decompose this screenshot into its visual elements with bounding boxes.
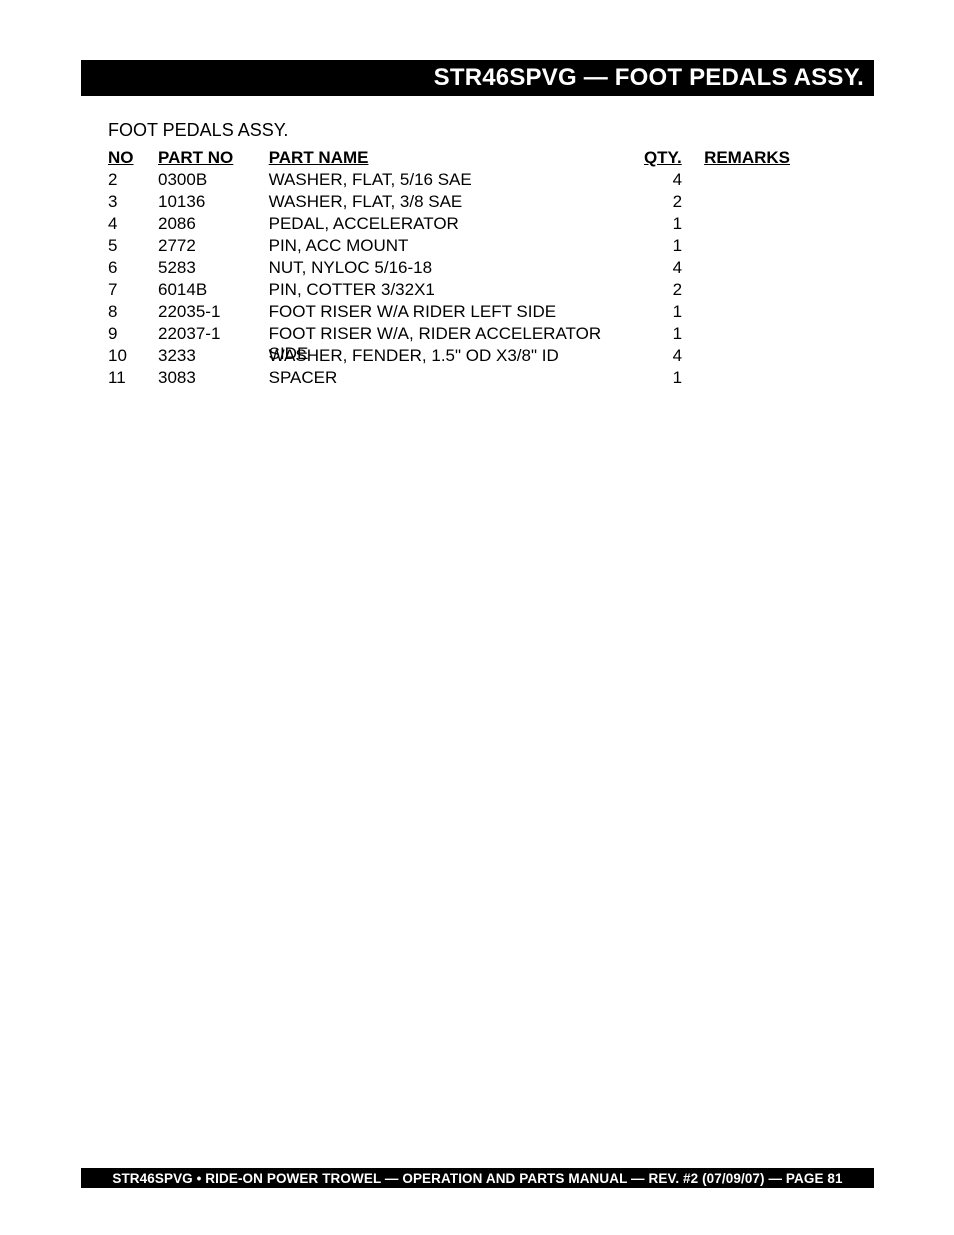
cell-qty: 2: [644, 280, 692, 300]
cell-part-no: 5283: [158, 258, 269, 278]
cell-part-name: PIN, COTTER 3/32X1: [269, 280, 644, 300]
table-row: 7 6014B PIN, COTTER 3/32X1 2: [108, 280, 808, 302]
cell-part-name: WASHER, FLAT, 5/16 SAE: [269, 170, 644, 190]
cell-no: 8: [108, 302, 158, 322]
cell-qty: 4: [644, 258, 692, 278]
footer-text: STR46SPVG • RIDE-ON POWER TROWEL — OPERA…: [112, 1171, 842, 1186]
cell-no: 4: [108, 214, 158, 234]
cell-qty: 1: [644, 368, 692, 388]
cell-part-no: 10136: [158, 192, 269, 212]
table-row: 9 22037-1 FOOT RISER W/A, RIDER ACCELERA…: [108, 324, 808, 346]
table-row: 3 10136 WASHER, FLAT, 3/8 SAE 2: [108, 192, 808, 214]
cell-qty: 1: [644, 302, 692, 322]
cell-qty: 1: [644, 324, 692, 344]
table-row: 2 0300B WASHER, FLAT, 5/16 SAE 4: [108, 170, 808, 192]
title-bar: STR46SPVG — FOOT PEDALS ASSY.: [81, 60, 874, 96]
cell-no: 6: [108, 258, 158, 278]
cell-no: 11: [108, 368, 158, 388]
cell-qty: 4: [644, 346, 692, 366]
cell-part-name: WASHER, FLAT, 3/8 SAE: [269, 192, 644, 212]
table-row: 8 22035-1 FOOT RISER W/A RIDER LEFT SIDE…: [108, 302, 808, 324]
col-header-no: NO: [108, 148, 158, 168]
cell-qty: 1: [644, 236, 692, 256]
cell-part-name: FOOT RISER W/A RIDER LEFT SIDE: [269, 302, 644, 322]
cell-part-no: 2772: [158, 236, 269, 256]
col-header-qty: QTY.: [644, 148, 692, 168]
cell-part-no: 0300B: [158, 170, 269, 190]
cell-qty: 4: [644, 170, 692, 190]
cell-no: 10: [108, 346, 158, 366]
cell-part-no: 3233: [158, 346, 269, 366]
table-row: 10 3233 WASHER, FENDER, 1.5" OD X3/8" ID…: [108, 346, 808, 368]
cell-no: 5: [108, 236, 158, 256]
cell-part-name: NUT, NYLOC 5/16-18: [269, 258, 644, 278]
cell-part-name: WASHER, FENDER, 1.5" OD X3/8" ID: [269, 346, 644, 366]
col-header-part-name: PART NAME: [269, 148, 644, 168]
col-header-remarks: REMARKS: [692, 148, 808, 168]
table-row: 4 2086 PEDAL, ACCELERATOR 1: [108, 214, 808, 236]
table-row: 11 3083 SPACER 1: [108, 368, 808, 390]
cell-part-no: 6014B: [158, 280, 269, 300]
table-header-row: NO PART NO PART NAME QTY. REMARKS: [108, 148, 808, 170]
cell-qty: 1: [644, 214, 692, 234]
cell-part-name: PEDAL, ACCELERATOR: [269, 214, 644, 234]
cell-part-no: 2086: [158, 214, 269, 234]
cell-no: 2: [108, 170, 158, 190]
cell-no: 7: [108, 280, 158, 300]
cell-no: 3: [108, 192, 158, 212]
cell-part-no: 3083: [158, 368, 269, 388]
section-subtitle: FOOT PEDALS ASSY.: [108, 120, 288, 141]
cell-part-name: SPACER: [269, 368, 644, 388]
parts-table: NO PART NO PART NAME QTY. REMARKS 2 0300…: [108, 148, 808, 390]
title-bar-text: STR46SPVG — FOOT PEDALS ASSY.: [434, 64, 864, 92]
footer-bar: STR46SPVG • RIDE-ON POWER TROWEL — OPERA…: [81, 1168, 874, 1188]
cell-part-no: 22037-1: [158, 324, 269, 344]
col-header-part-no: PART NO: [158, 148, 269, 168]
cell-part-name: PIN, ACC MOUNT: [269, 236, 644, 256]
table-row: 5 2772 PIN, ACC MOUNT 1: [108, 236, 808, 258]
cell-no: 9: [108, 324, 158, 344]
table-row: 6 5283 NUT, NYLOC 5/16-18 4: [108, 258, 808, 280]
cell-qty: 2: [644, 192, 692, 212]
cell-part-no: 22035-1: [158, 302, 269, 322]
page: STR46SPVG — FOOT PEDALS ASSY. FOOT PEDAL…: [0, 0, 954, 1235]
